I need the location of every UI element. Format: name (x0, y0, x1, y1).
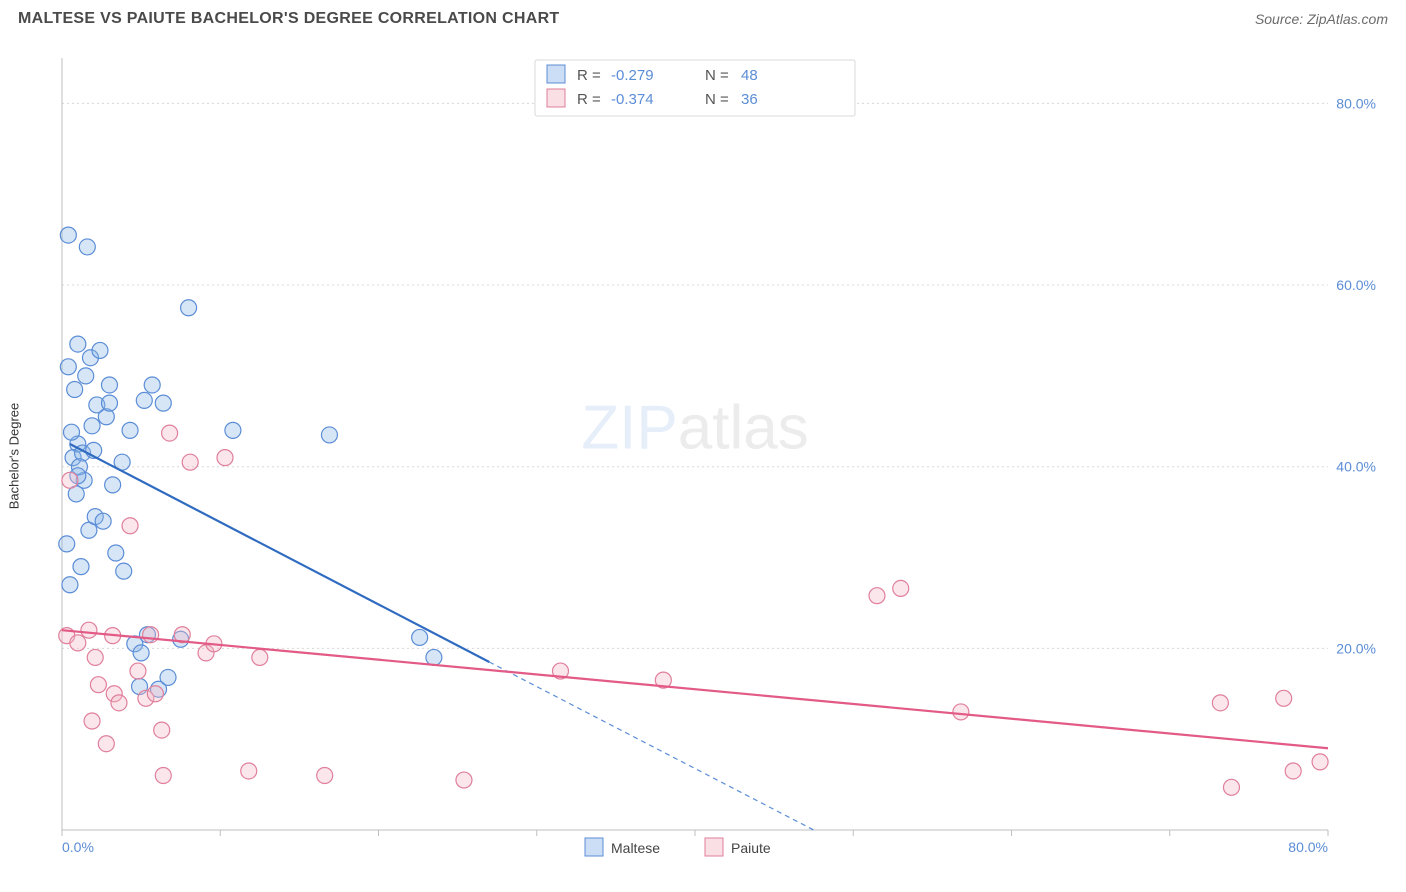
watermark: ZIPatlas (581, 394, 808, 463)
point-maltese (321, 427, 337, 443)
point-paiute (154, 722, 170, 738)
scatter-plot: 20.0% 40.0% 60.0% 80.0% 0.0% 80.0% ZIPatlas R =… (52, 40, 1388, 872)
point-paiute (143, 627, 159, 643)
point-paiute (893, 580, 909, 596)
point-paiute (130, 663, 146, 679)
point-paiute (155, 768, 171, 784)
point-paiute (217, 450, 233, 466)
point-maltese (84, 418, 100, 434)
point-maltese (122, 422, 138, 438)
point-maltese (70, 336, 86, 352)
point-maltese (105, 477, 121, 493)
point-paiute (147, 686, 163, 702)
point-maltese (144, 377, 160, 393)
point-paiute (1285, 763, 1301, 779)
point-paiute (90, 677, 106, 693)
stat-n-value: 48 (741, 67, 758, 84)
legend-swatch (547, 65, 565, 83)
legend-swatch-maltese (585, 838, 603, 856)
stat-r-value: -0.279 (611, 67, 654, 84)
point-maltese (73, 559, 89, 575)
stat-r-label: R = (577, 67, 601, 84)
point-paiute (456, 772, 472, 788)
point-maltese (63, 424, 79, 440)
point-paiute (953, 704, 969, 720)
stat-n-label: N = (705, 67, 729, 84)
point-maltese (79, 239, 95, 255)
y-axis-label: Bachelor's Degree (7, 403, 22, 510)
point-paiute (1312, 754, 1328, 770)
point-maltese (101, 395, 117, 411)
point-paiute (1223, 779, 1239, 795)
point-maltese (136, 392, 152, 408)
y-tick-label: 80.0% (1336, 95, 1376, 111)
point-paiute (87, 649, 103, 665)
point-maltese (59, 536, 75, 552)
point-maltese (412, 629, 428, 645)
point-maltese (78, 368, 94, 384)
point-maltese (92, 342, 108, 358)
chart-area: Bachelor's Degree 20.0%40.0%60.0%80.0%0.… (18, 40, 1388, 872)
source-credit: Source: ZipAtlas.com (1255, 11, 1388, 27)
x-tick-label-right: 80.0% (1288, 839, 1328, 855)
point-paiute (162, 425, 178, 441)
point-paiute (84, 713, 100, 729)
stat-r-label: R = (577, 91, 601, 108)
point-maltese (160, 669, 176, 685)
point-maltese (116, 563, 132, 579)
y-tick-label: 20.0% (1336, 640, 1376, 656)
stat-r-value: -0.374 (611, 91, 654, 108)
point-maltese (60, 359, 76, 375)
legend-label-paiute: Paiute (731, 840, 771, 856)
stat-n-value: 36 (741, 91, 758, 108)
point-paiute (241, 763, 257, 779)
point-maltese (155, 395, 171, 411)
point-paiute (182, 454, 198, 470)
point-maltese (426, 649, 442, 665)
point-paiute (317, 768, 333, 784)
point-maltese (101, 377, 117, 393)
point-maltese (60, 227, 76, 243)
point-maltese (95, 513, 111, 529)
legend-swatch-paiute (705, 838, 723, 856)
point-paiute (869, 588, 885, 604)
point-paiute (111, 695, 127, 711)
point-paiute (62, 472, 78, 488)
point-paiute (81, 622, 97, 638)
trend-line-maltese (70, 444, 489, 662)
point-maltese (225, 422, 241, 438)
point-paiute (1212, 695, 1228, 711)
chart-header: MALTESE VS PAIUTE BACHELOR'S DEGREE CORR… (0, 0, 1406, 34)
legend-swatch (547, 89, 565, 107)
point-maltese (67, 382, 83, 398)
point-paiute (1276, 690, 1292, 706)
point-maltese (133, 645, 149, 661)
point-maltese (181, 300, 197, 316)
chart-title: MALTESE VS PAIUTE BACHELOR'S DEGREE CORR… (18, 10, 560, 28)
stat-n-label: N = (705, 91, 729, 108)
y-tick-label: 40.0% (1336, 459, 1376, 475)
point-maltese (108, 545, 124, 561)
point-maltese (62, 577, 78, 593)
point-paiute (98, 736, 114, 752)
x-tick-label-left: 0.0% (62, 839, 94, 855)
trend-line-maltese-ext (489, 662, 813, 830)
point-paiute (70, 635, 86, 651)
legend-label-maltese: Maltese (611, 840, 660, 856)
y-tick-label: 60.0% (1336, 277, 1376, 293)
point-paiute (122, 518, 138, 534)
point-paiute (252, 649, 268, 665)
